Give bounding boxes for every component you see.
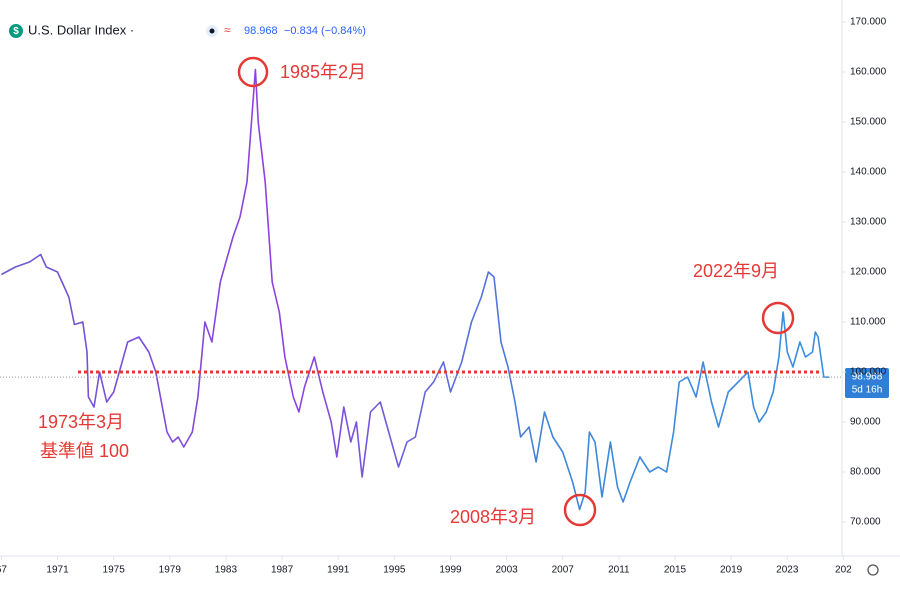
x-tick-label: 202 (835, 565, 852, 576)
price: 98.968 (244, 25, 278, 37)
chart-title: U.S. Dollar Index · (28, 22, 134, 37)
highlight-circle (237, 56, 269, 88)
y-tick-label: 70.000 (850, 517, 881, 528)
annotation: 1973年3月 (38, 412, 124, 432)
y-tick-label: 130.000 (850, 217, 887, 228)
status-icon-wave: ≈ (224, 23, 231, 37)
x-tick-label: 1979 (159, 565, 182, 576)
price-tag-value: 98.968 (852, 372, 883, 383)
series-line (1, 68, 830, 511)
y-tick-label: 150.000 (850, 117, 887, 128)
x-tick-label: 1971 (46, 565, 69, 576)
status-icon-dot (209, 28, 215, 34)
countdown: 5d 16h (852, 385, 883, 396)
x-tick-label: 2007 (552, 565, 575, 576)
x-tick-label: 1995 (383, 565, 406, 576)
price-tag (845, 368, 889, 398)
y-tick-label: 140.000 (850, 167, 887, 178)
symbol-icon (9, 24, 23, 38)
x-tick-label: 2023 (776, 565, 799, 576)
x-tick-label: 2011 (608, 565, 630, 576)
x-tick-label: 1987 (271, 565, 294, 576)
x-tick-label: 1983 (215, 565, 238, 576)
annotation: 1985年2月 (280, 62, 366, 82)
y-tick-label: 100.000 (850, 367, 887, 378)
x-tick-label: 2003 (495, 565, 518, 576)
x-tick-label: 1999 (439, 565, 462, 576)
settings-icon[interactable] (867, 564, 879, 576)
y-tick-label: 110.000 (850, 317, 886, 328)
annotation: 2022年9月 (693, 261, 779, 281)
y-tick-label: 80.000 (850, 467, 881, 478)
annotation: 2008年3月 (450, 507, 536, 527)
x-tick-label: 2015 (664, 565, 687, 576)
y-tick-label: 90.000 (850, 417, 881, 428)
symbol-icon-glyph: $ (13, 26, 19, 37)
y-tick-label: 120.000 (850, 267, 887, 278)
highlight-circle (761, 301, 795, 335)
annotation: 基準値 100 (40, 441, 129, 461)
y-tick-label: 160.000 (850, 67, 887, 78)
x-tick-label: 2019 (720, 565, 743, 576)
highlight-circle (563, 493, 597, 527)
x-tick-label: 1975 (103, 565, 126, 576)
x-tick-label: 67 (0, 565, 7, 576)
y-tick-label: 170.000 (850, 17, 887, 28)
plot (0, 68, 842, 511)
x-tick-label: 1991 (327, 565, 350, 576)
price-change: −0.834 (−0.84%) (284, 25, 366, 37)
